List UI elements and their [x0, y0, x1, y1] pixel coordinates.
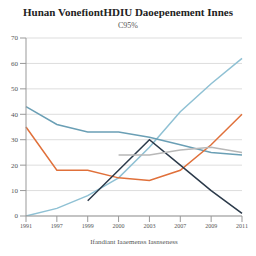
svg-text:0: 0	[15, 212, 19, 220]
svg-text:70: 70	[11, 34, 19, 42]
svg-text:1997: 1997	[51, 223, 63, 229]
svg-text:2011: 2011	[236, 223, 248, 229]
svg-text:2009: 2009	[205, 223, 217, 229]
svg-text:2003: 2003	[143, 223, 155, 229]
html-text:Hunan VonefiontHDIU Daoepeneme: Hunan VonefiontHDIU Daoepenement Innes	[23, 6, 233, 18]
svg-text:1999: 1999	[82, 223, 94, 229]
svg-text:60: 60	[11, 60, 19, 68]
svg-text:20: 20	[11, 162, 19, 170]
html-text:C95%: C95%	[118, 21, 138, 30]
svg-text:2000: 2000	[113, 223, 125, 229]
svg-text:10: 10	[11, 187, 19, 195]
svg-text:2007: 2007	[174, 223, 186, 229]
svg-text:40: 40	[11, 111, 19, 119]
svg-text:50: 50	[11, 85, 19, 93]
svg-text:Ifandiant Iaaemenss Iasnseness: Ifandiant Iaaemenss Iasnseness	[90, 238, 178, 246]
svg-text:1991: 1991	[20, 223, 32, 229]
svg-text:30: 30	[11, 136, 19, 144]
